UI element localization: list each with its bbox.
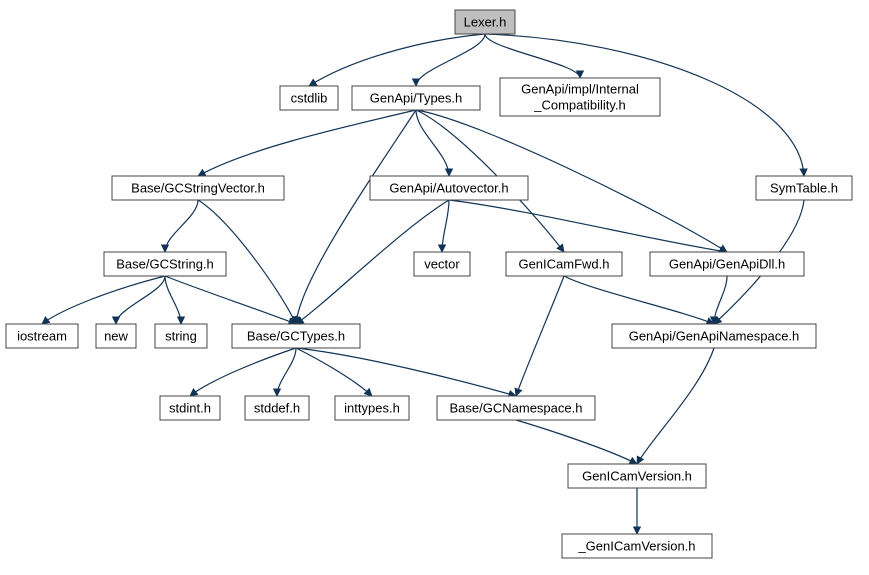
node-label: inttypes.h xyxy=(344,400,400,415)
node-new: new xyxy=(96,324,136,348)
edge-types-gcsv xyxy=(198,110,416,176)
node-label: GenApi/GenApiNamespace.h xyxy=(629,328,800,343)
node-label: stddef.h xyxy=(254,400,300,415)
edge-gcsv-gcstring xyxy=(165,200,198,252)
node-vector: vector xyxy=(414,252,470,276)
node-genver2: _GenICamVersion.h xyxy=(562,534,712,558)
node-label: GenApi/Autovector.h xyxy=(389,180,508,195)
edge-gcstring-iostream xyxy=(42,276,165,324)
edge-lexer-types xyxy=(416,34,485,86)
node-stdint: stdint.h xyxy=(160,396,220,420)
dependency-graph: Lexer.h cstdlib GenApi/Types.h GenApi/impl/… xyxy=(0,0,869,575)
edge-fwd-gcns xyxy=(516,276,564,396)
node-label: Base/GCNamespace.h xyxy=(450,400,583,415)
node-label: _GenICamVersion.h xyxy=(577,538,695,553)
node-dll: GenApi/GenApiDll.h xyxy=(650,252,804,276)
node-label: GenApi/GenApiDll.h xyxy=(669,256,785,271)
edge-lexer-internal xyxy=(485,34,580,78)
node-internal: GenApi/impl/Internal_Compatibility.h xyxy=(500,78,660,116)
node-types: GenApi/Types.h xyxy=(352,86,480,110)
node-gcsv: Base/GCStringVector.h xyxy=(112,176,284,200)
edge-gcstring-gctypes xyxy=(165,276,296,324)
node-label: stdint.h xyxy=(169,400,211,415)
node-cstdlib: cstdlib xyxy=(280,86,338,110)
node-label: GenApi/impl/Internal xyxy=(521,81,639,96)
edge-lexer-cstdlib xyxy=(309,34,485,86)
node-lexer: Lexer.h xyxy=(455,10,515,34)
node-inttypes: inttypes.h xyxy=(335,396,409,420)
node-gcstring: Base/GCString.h xyxy=(104,252,226,276)
edge-gcstring-string xyxy=(165,276,181,324)
node-label: _Compatibility.h xyxy=(533,97,626,112)
node-label: GenICamVersion.h xyxy=(582,468,692,483)
node-label: vector xyxy=(424,256,460,271)
node-label: cstdlib xyxy=(291,90,328,105)
node-label: iostream xyxy=(17,328,67,343)
edge-dll-genapins xyxy=(714,276,727,324)
node-label: SymTable.h xyxy=(770,180,838,195)
node-label: GenApi/Types.h xyxy=(370,90,463,105)
node-label: string xyxy=(165,328,197,343)
node-iostream: iostream xyxy=(6,324,78,348)
node-gcns: Base/GCNamespace.h xyxy=(437,396,595,420)
node-gctypes: Base/GCTypes.h xyxy=(232,324,360,348)
node-genapins: GenApi/GenApiNamespace.h xyxy=(612,324,816,348)
node-autovec: GenApi/Autovector.h xyxy=(370,176,528,200)
node-label: new xyxy=(104,328,128,343)
node-string: string xyxy=(155,324,207,348)
node-label: Base/GCStringVector.h xyxy=(131,180,265,195)
edge-genapins-genver xyxy=(637,348,714,464)
node-symtable: SymTable.h xyxy=(756,176,852,200)
edge-autovec-vector xyxy=(442,200,449,252)
node-stddef: stddef.h xyxy=(245,396,309,420)
node-label: Base/GCTypes.h xyxy=(247,328,345,343)
node-label: Lexer.h xyxy=(464,14,507,29)
edge-gcns-genver xyxy=(516,420,637,464)
edge-fwd-genapins xyxy=(564,276,714,324)
node-label: Base/GCString.h xyxy=(116,256,214,271)
edge-gctypes-stddef xyxy=(277,348,296,396)
edge-types-gctypes xyxy=(296,110,416,324)
node-genver: GenICamVersion.h xyxy=(568,464,706,488)
edge-gctypes-inttypes xyxy=(296,348,372,396)
node-label: GenICamFwd.h xyxy=(518,256,609,271)
edge-gctypes-stdint xyxy=(190,348,296,396)
edge-autovec-dll xyxy=(449,200,727,252)
node-fwd: GenICamFwd.h xyxy=(506,252,622,276)
edge-gctypes-gcns xyxy=(296,348,516,396)
